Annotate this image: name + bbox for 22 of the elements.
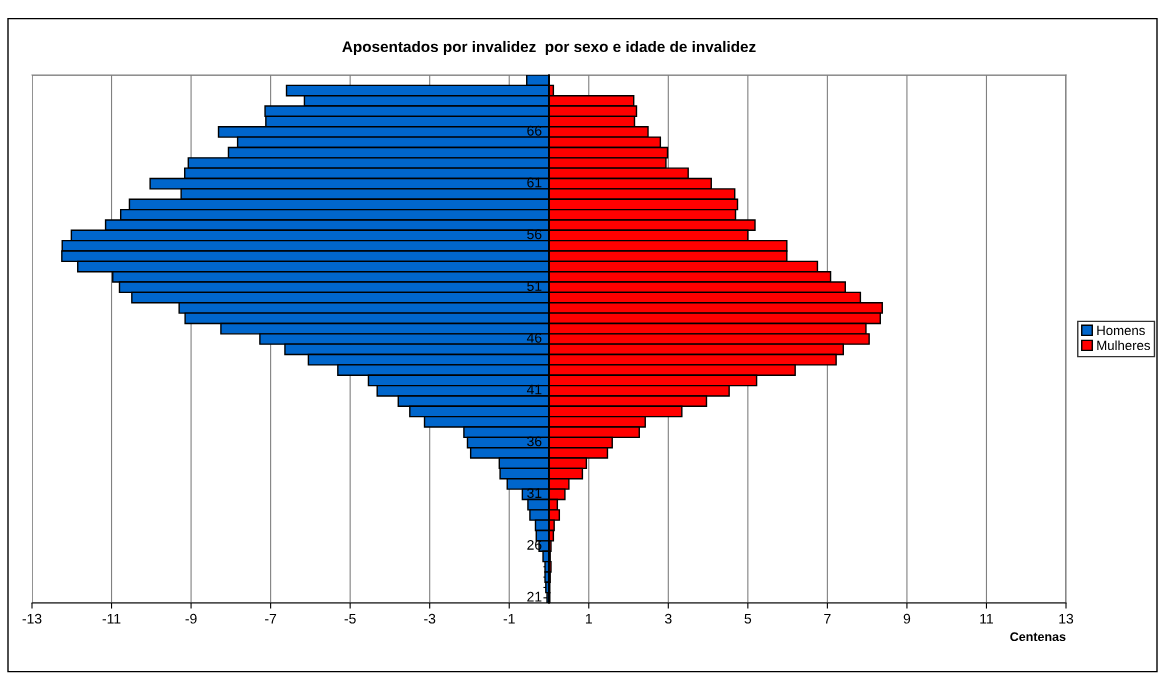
y-tick-label: 46 (526, 332, 542, 343)
x-tick-label: 7 (824, 613, 831, 624)
x-tick-label: -11 (102, 613, 121, 624)
x-tick-label: -9 (185, 613, 197, 624)
legend-label: Homens (1097, 325, 1145, 336)
x-tick-label: 3 (664, 613, 672, 624)
y-tick-label: 51 (527, 281, 542, 291)
x-tick-label: -13 (22, 613, 42, 624)
x-tick-label: -1 (503, 613, 515, 624)
x-tick-label: 9 (903, 613, 911, 624)
x-tick-label: -3 (424, 613, 436, 624)
legend-label: Mulheres (1097, 340, 1151, 351)
x-tick-label: -5 (344, 613, 356, 624)
y-tick-label: 31 (527, 488, 542, 499)
y-tick-label: 21 (527, 591, 542, 602)
x-tick-label: 5 (744, 613, 752, 624)
x-tick-label: 13 (1059, 613, 1074, 624)
x-tick-label: 1 (585, 613, 592, 624)
x-tick-label: 11 (980, 613, 993, 624)
x-axis-title: Centenas (1010, 632, 1066, 642)
x-tick-label: -7 (265, 613, 277, 624)
chart-title: Aposentados por invalidez por sexo e idade de invalidez (342, 40, 756, 56)
